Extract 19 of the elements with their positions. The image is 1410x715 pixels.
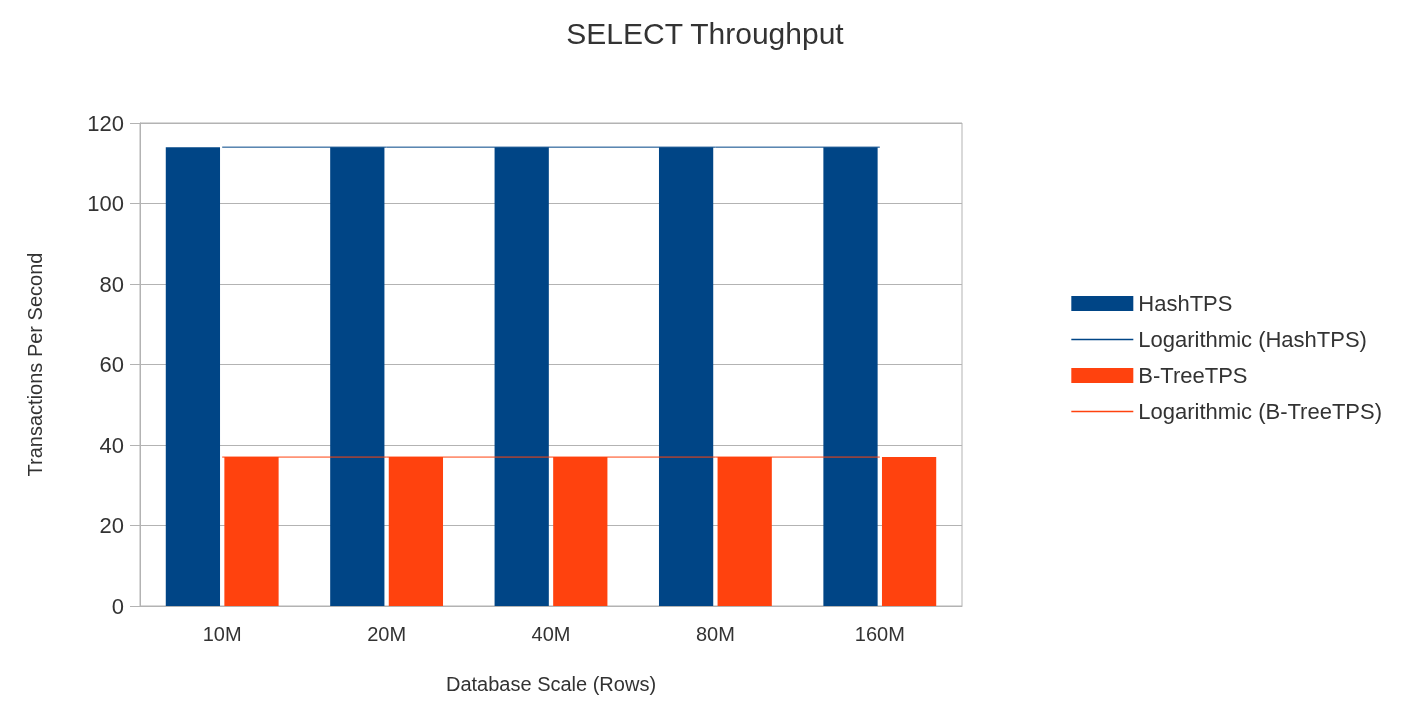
y-tick-label: 40 [99,432,124,458]
x-tick-label: 40M [531,623,571,645]
y-tick-label: 0 [111,593,124,619]
y-tick-label: 80 [99,271,124,297]
chart-title: SELECT Throughput [566,16,845,50]
y-axis-title: Transactions Per Second [24,252,46,477]
legend-label: Logarithmic (B-TreeTPS) [1138,399,1382,424]
y-tick-label: 20 [99,513,124,538]
y-tick-label: 120 [87,110,124,136]
x-tick-label: 20M [367,623,407,645]
legend-label: B-TreeTPS [1138,363,1248,388]
x-tick-label: 160M [854,623,905,645]
y-tick-label: 100 [87,191,124,216]
x-tick-label: 10M [202,623,242,645]
x-tick-label: 80M [695,623,735,645]
legend-label: HashTPS [1138,291,1233,316]
legend-label: Logarithmic (HashTPS) [1138,327,1367,352]
x-axis-title: Database Scale (Rows) [445,673,657,695]
y-tick-label: 60 [99,352,124,377]
